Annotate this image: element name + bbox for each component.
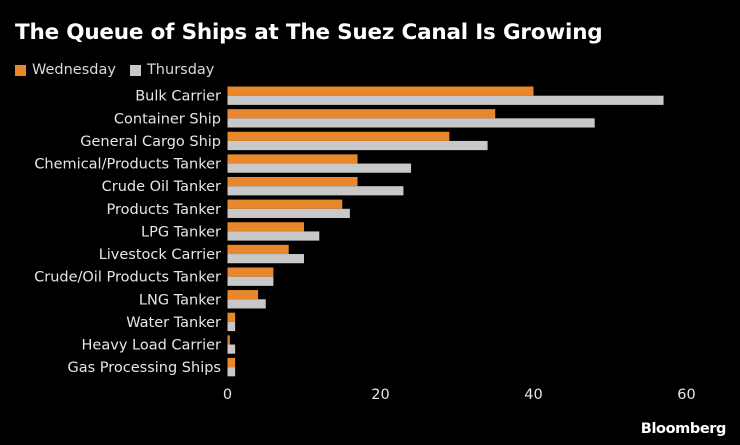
category-label-container-ship: Container Ship	[114, 111, 221, 127]
legend-item-thursday: Thursday	[129, 62, 215, 78]
bar-wednesday-crude-oil-products-tanker	[227, 267, 274, 277]
category-label-livestock-carrier: Livestock Carrier	[99, 247, 221, 263]
bar-thursday-bulk-carrier	[227, 95, 664, 105]
bar-thursday-products-tanker	[227, 208, 350, 218]
bar-wednesday-heavy-load-carrier	[227, 335, 230, 345]
bar-thursday-chemical-products-tanker	[227, 163, 412, 173]
bar-wednesday-livestock-carrier	[227, 244, 289, 255]
bar-thursday-general-cargo-ship	[227, 140, 488, 151]
source-logo: Bloomberg	[640, 421, 727, 437]
category-label-crude-oil-tanker: Crude Oil Tanker	[102, 179, 221, 195]
bar-thursday-crude-oil-tanker	[227, 186, 404, 196]
x-tick-label-40: 40	[524, 387, 542, 403]
bar-wednesday-gas-processing-ships	[227, 357, 236, 368]
category-label-water-tanker: Water Tanker	[126, 315, 221, 331]
chart-title: The Queue of Ships at The Suez Canal Is …	[15, 20, 603, 45]
bar-wednesday-general-cargo-ship	[227, 131, 450, 141]
bar-wednesday-products-tanker	[227, 199, 343, 209]
category-label-heavy-load-carrier: Heavy Load Carrier	[82, 338, 222, 354]
category-label-chemical-products-tanker: Chemical/Products Tanker	[34, 157, 221, 173]
category-label-crude-oil-products-tanker: Crude/Oil Products Tanker	[34, 270, 221, 286]
x-tick-label-0: 0	[223, 387, 232, 403]
category-label-bulk-carrier: Bulk Carrier	[135, 89, 221, 105]
category-label-lng-tanker: LNG Tanker	[139, 292, 221, 308]
legend-item-wednesday: Wednesday	[15, 62, 116, 78]
bar-wednesday-bulk-carrier	[227, 86, 534, 96]
bar-thursday-lpg-tanker	[227, 231, 320, 241]
legend-swatch-thursday	[129, 64, 141, 76]
bar-thursday-heavy-load-carrier	[227, 344, 236, 354]
category-label-products-tanker: Products Tanker	[106, 202, 221, 218]
bar-wednesday-container-ship	[227, 109, 496, 119]
x-tick-label-60: 60	[677, 387, 695, 403]
bar-thursday-water-tanker	[227, 321, 236, 332]
bar-thursday-lng-tanker	[227, 299, 266, 309]
bar-wednesday-chemical-products-tanker	[227, 154, 358, 164]
bar-wednesday-lng-tanker	[227, 290, 259, 300]
bar-wednesday-crude-oil-tanker	[227, 176, 358, 187]
legend-swatch-wednesday	[15, 64, 26, 76]
legend-label-thursday: Thursday	[146, 62, 215, 78]
legend-label-wednesday: Wednesday	[32, 62, 116, 78]
bar-thursday-container-ship	[227, 118, 595, 128]
bar-wednesday-water-tanker	[227, 312, 236, 322]
bar-thursday-gas-processing-ships	[227, 367, 236, 377]
bar-wednesday-lpg-tanker	[227, 222, 304, 232]
legend: Wednesday Thursday	[15, 62, 228, 78]
category-label-gas-processing-ships: Gas Processing Ships	[67, 360, 221, 376]
x-tick-label-20: 20	[371, 387, 389, 403]
category-label-general-cargo-ship: General Cargo Ship	[80, 134, 221, 150]
bar-thursday-crude-oil-products-tanker	[227, 276, 274, 286]
bar-thursday-livestock-carrier	[227, 254, 304, 264]
category-label-lpg-tanker: LPG Tanker	[141, 224, 221, 240]
